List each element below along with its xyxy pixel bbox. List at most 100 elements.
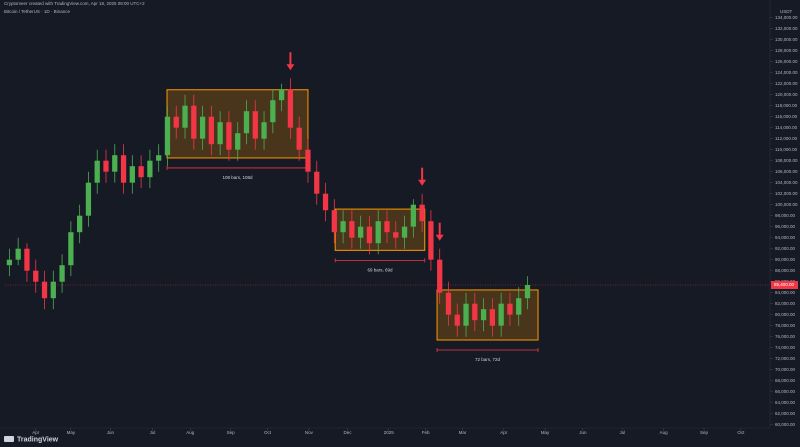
logo-text: TradingView	[17, 436, 59, 443]
candle-body	[472, 303, 478, 321]
y-tick-label: 102,000.00	[775, 191, 798, 196]
x-tick-label: May	[67, 430, 76, 435]
candle	[516, 287, 522, 326]
candle-body	[507, 303, 513, 315]
candle-body	[261, 122, 267, 139]
currency: USDT	[780, 9, 793, 14]
candle-body	[524, 285, 531, 299]
candle	[199, 105, 206, 150]
candle	[59, 254, 65, 293]
candle-body	[103, 160, 109, 172]
candle	[94, 149, 100, 194]
candle	[331, 199, 337, 244]
candle	[33, 259, 39, 293]
x-tick-label: Oct	[264, 430, 272, 435]
y-tick-label: 66,000.00	[775, 389, 796, 394]
candle	[235, 122, 241, 161]
candle	[340, 210, 346, 244]
candle	[507, 292, 513, 326]
candle-body	[270, 100, 276, 123]
candle-body	[349, 221, 355, 238]
y-tick-label: 96,000.00	[775, 224, 796, 229]
candle	[437, 248, 443, 304]
candle	[77, 204, 83, 244]
candle	[305, 138, 311, 183]
candle-body	[322, 193, 329, 211]
range-box	[436, 289, 539, 341]
y-tick-label: 70,000.00	[775, 367, 796, 372]
candle-body	[454, 314, 460, 326]
y-tick-label: 126,000.00	[775, 59, 798, 64]
candle-body	[156, 155, 162, 161]
x-tick-label: Apr	[32, 430, 40, 435]
candle-body	[164, 116, 171, 156]
y-tick-label: 64,000.00	[775, 400, 796, 405]
candle-body	[384, 221, 390, 233]
y-tick-label: 84,000.00	[775, 290, 796, 295]
x-tick-label: Jul	[150, 430, 156, 435]
candle-body	[235, 133, 241, 150]
candle	[322, 182, 329, 222]
candle-body	[77, 215, 83, 233]
candle-body	[393, 232, 399, 238]
candle-body	[498, 303, 504, 326]
candle-body	[173, 116, 179, 128]
y-tick-label: 108,000.00	[775, 158, 798, 163]
arrow	[418, 167, 427, 186]
y-tick-label: 92,000.00	[775, 246, 796, 251]
candle	[103, 149, 109, 183]
last-price-tag	[771, 281, 798, 289]
last-price-label: 85,400.00	[774, 282, 795, 287]
y-tick-label: 112,000.00	[775, 136, 798, 141]
candle-body	[112, 155, 118, 172]
candle	[296, 116, 302, 161]
candle-body	[182, 105, 188, 128]
candle	[278, 83, 285, 112]
candle-body	[366, 226, 373, 244]
y-tick-label: 88,000.00	[775, 268, 796, 273]
candle	[366, 215, 373, 255]
candle-body	[278, 89, 285, 101]
candle-body	[15, 248, 21, 260]
x-tick-label: Feb	[422, 430, 430, 435]
logo: TradingView	[4, 436, 59, 443]
x-tick-label: Oct	[737, 430, 745, 435]
candle-body	[94, 160, 100, 183]
candle-body	[445, 292, 452, 315]
candle	[164, 105, 171, 167]
y-tick-label: 82,000.00	[775, 301, 796, 306]
candle-body	[6, 259, 13, 266]
x-tick-label: Jul	[619, 430, 625, 435]
measure-label: 108 bars, 108d	[222, 175, 253, 180]
y-tick-label: 74,000.00	[775, 345, 796, 350]
x-tick-label: Aug	[660, 430, 669, 435]
candle	[191, 94, 197, 150]
candle	[463, 292, 469, 337]
candle-body	[314, 171, 320, 194]
candle	[129, 155, 135, 194]
symbol: Bitcoin / TetherUS · 1D · Binance	[4, 9, 70, 14]
candle	[41, 270, 48, 310]
candle-body	[24, 248, 30, 271]
candle	[401, 215, 408, 249]
candle	[489, 298, 496, 337]
candle	[393, 221, 399, 249]
candle	[208, 105, 215, 156]
candle-body	[217, 122, 223, 145]
y-tick-label: 106,000.00	[775, 169, 798, 174]
candle-body	[410, 204, 416, 227]
arrow-head	[435, 234, 444, 241]
candle	[243, 100, 250, 145]
y-tick-label: 104,000.00	[775, 180, 798, 185]
candle-body	[85, 182, 92, 216]
x-tick-label: Aug	[186, 430, 195, 435]
candle-body	[358, 226, 364, 238]
y-tick-label: 100,000.00	[775, 202, 798, 207]
arrow	[435, 222, 444, 241]
y-tick-label: 110,000.00	[775, 147, 798, 152]
candle	[68, 221, 74, 277]
y-tick-label: 116,000.00	[775, 114, 798, 119]
candle	[454, 303, 460, 337]
candle	[156, 144, 162, 172]
